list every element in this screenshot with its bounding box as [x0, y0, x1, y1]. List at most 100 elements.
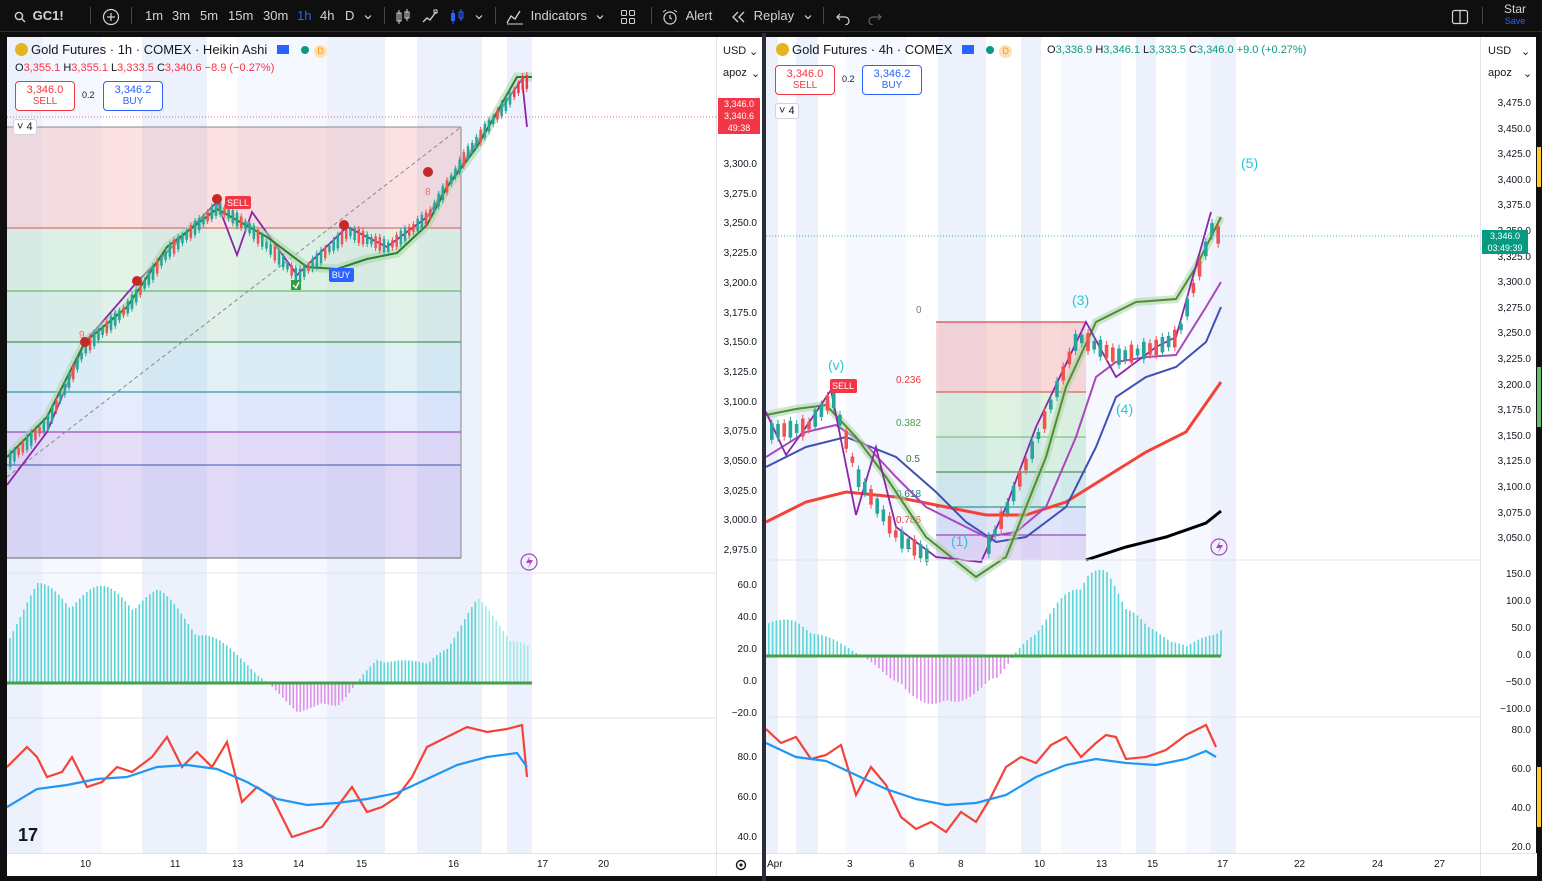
histogram-bar	[208, 636, 211, 683]
price-tick-label: 3,025.0	[723, 485, 757, 497]
candle	[97, 327, 100, 344]
candle	[483, 120, 487, 141]
right-chart-legend[interactable]: Gold Futures · 4h · COMEX D	[776, 42, 1013, 58]
interval-15m[interactable]: 15m	[228, 8, 254, 23]
indicators-button[interactable]: Indicators	[506, 0, 587, 31]
histogram-bar	[851, 650, 854, 656]
histogram-bar	[1030, 637, 1032, 656]
histogram-bar	[1007, 656, 1009, 664]
scale-mode-selector[interactable]: apoz	[723, 67, 747, 79]
candle	[273, 243, 277, 264]
signal-marker	[80, 337, 90, 347]
candle	[51, 404, 54, 424]
histogram-bar	[1037, 630, 1040, 656]
candle	[109, 313, 113, 334]
fib-label: 0.786	[896, 515, 921, 526]
candle	[286, 260, 289, 273]
histogram-bar	[338, 683, 340, 706]
left-chart-legend[interactable]: Gold Futures · 1h · COMEX · Heikin Ashi …	[15, 42, 328, 58]
rsi-tick-label: 80.0	[737, 752, 757, 763]
interval-5m[interactable]: 5m	[200, 8, 219, 23]
histogram-bar	[965, 656, 968, 700]
candles-icon	[396, 8, 410, 24]
histogram-bar	[1121, 601, 1123, 656]
histogram-bar	[904, 656, 907, 690]
interval-dropdown-button[interactable]	[363, 0, 373, 31]
chart-settings-button[interactable]	[716, 853, 763, 876]
scale-mode-selector[interactable]: apoz	[1488, 67, 1512, 79]
histogram-bar	[1098, 569, 1101, 656]
candle	[1179, 319, 1183, 335]
layout-toggle-button[interactable]	[1451, 0, 1469, 31]
fib-label: 0.382	[896, 418, 921, 429]
redo-button[interactable]	[867, 0, 883, 31]
left-chart-canvas[interactable]: SELL BUY 8 9 17 Gold Futures · 1h · COME…	[7, 37, 716, 853]
session-bands	[7, 37, 532, 853]
interval-30m[interactable]: 30m	[263, 8, 289, 23]
rsi-tick-label: 20.0	[1511, 842, 1531, 853]
currency-selector[interactable]: USD	[723, 45, 747, 57]
histogram-bar	[1136, 615, 1139, 656]
interval-4h[interactable]: 4h	[320, 8, 335, 23]
left-price-axis[interactable]: USD ⌄ apoz ⌄ 3,300.0 3,275.0 3,250.0 3,225.…	[716, 37, 763, 853]
undo-button[interactable]	[835, 0, 851, 31]
buy-button[interactable]: 3,346.2 BUY	[103, 81, 163, 111]
save-button[interactable]: Star Save	[1490, 3, 1540, 27]
chart-type-dropdown[interactable]	[474, 0, 484, 31]
histogram-bar	[145, 597, 148, 683]
price-tick-label: 3,175.0	[723, 307, 757, 319]
line-chart-type-button[interactable]	[421, 0, 439, 31]
toolbar-divider	[90, 7, 91, 24]
interval-1m[interactable]: 1m	[145, 8, 164, 23]
interval-3m[interactable]: 3m	[172, 8, 191, 23]
sell-button[interactable]: 3,346.0 SELL	[775, 65, 835, 95]
histogram-bar	[156, 589, 158, 683]
compare-symbol-button[interactable]	[102, 0, 120, 31]
redo-icon	[868, 13, 882, 26]
collapse-indicators-button[interactable]: ˅ 4	[775, 103, 799, 119]
collapse-indicators-button[interactable]: ˅ 4	[13, 119, 37, 135]
left-time-axis[interactable]: 10 11 13 14 15 16 17 20	[7, 853, 716, 876]
histogram-bar	[37, 583, 39, 683]
sell-button[interactable]: 3,346.0 SELL	[15, 81, 75, 111]
alert-button[interactable]: Alert	[661, 0, 712, 31]
histogram-bar	[68, 607, 71, 683]
indicators-icon	[506, 10, 523, 25]
interval-D[interactable]: D	[345, 8, 355, 23]
interval-1h[interactable]: 1h	[297, 8, 312, 23]
fib-retracement: 0 0.236 0.382 0.5 0.618 0.786 1	[896, 305, 1086, 560]
bar-chart-type-button[interactable]	[394, 0, 412, 31]
candle	[850, 452, 855, 467]
replay-button[interactable]: Replay	[731, 0, 794, 31]
layout-templates-button[interactable]	[620, 0, 636, 31]
chevron-down-icon: ⌄	[1521, 46, 1531, 58]
rsi-tick-label: 80.0	[1511, 725, 1531, 736]
histogram-bar	[194, 634, 197, 683]
candle	[1098, 335, 1103, 361]
right-chart-canvas[interactable]: 0 0.236 0.382 0.5 0.618 0.786 1 SELL (v)…	[766, 37, 1480, 853]
histogram-bar	[916, 656, 918, 699]
currency-selector[interactable]: USD	[1488, 45, 1512, 57]
right-price-axis[interactable]: USD ⌄ apoz ⌄ 3,475.0 3,450.0 3,425.0 3,400.…	[1480, 37, 1537, 853]
candle	[1148, 339, 1152, 359]
candle	[72, 362, 75, 383]
histogram-bar	[271, 683, 274, 688]
buy-button[interactable]: 3,346.2 BUY	[862, 65, 922, 95]
histogram-bar	[317, 683, 319, 706]
heikin-ashi-type-button[interactable]	[448, 0, 466, 31]
gold-coin-icon	[15, 43, 28, 56]
symbol-search-button[interactable]: GC1!	[14, 0, 64, 31]
pane-divider[interactable]	[762, 33, 766, 881]
indicators-dropdown[interactable]	[595, 0, 605, 31]
candle	[1185, 294, 1189, 321]
histogram-bar	[383, 662, 386, 683]
right-time-axis[interactable]: Apr 3 6 8 10 13 15 17 22 24 27	[766, 853, 1480, 876]
price-tick-label: 3,125.0	[723, 366, 757, 378]
histogram-bar	[1072, 590, 1074, 656]
fib-trend-line	[7, 126, 462, 478]
line-chart-icon	[422, 9, 438, 23]
candle	[202, 213, 205, 228]
replay-dropdown[interactable]	[803, 0, 813, 31]
histogram-bar	[1053, 607, 1055, 656]
histogram-bar	[33, 588, 36, 683]
